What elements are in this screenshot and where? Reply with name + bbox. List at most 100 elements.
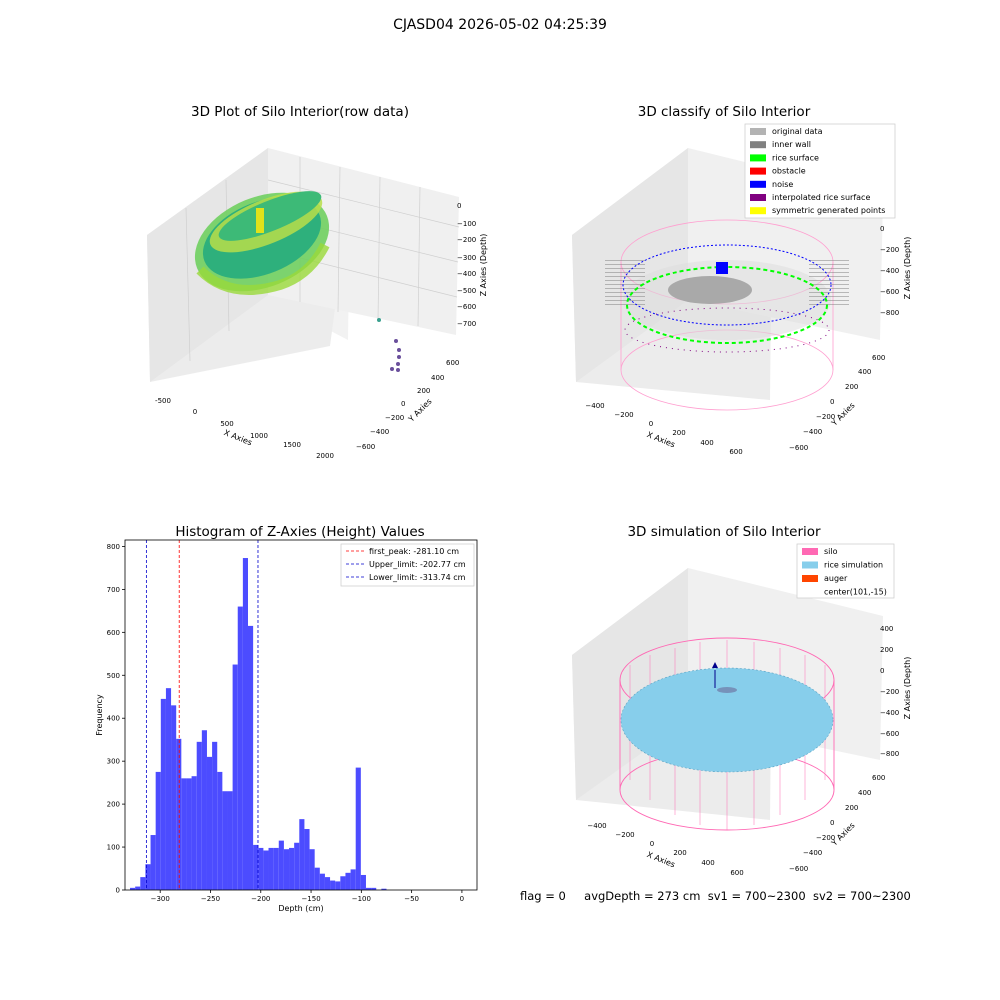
legend-swatch bbox=[750, 180, 766, 188]
histogram-bar bbox=[171, 705, 177, 890]
legend-label: obstacle bbox=[772, 167, 806, 176]
histogram-bar bbox=[191, 776, 197, 890]
x-tick-label: −300 bbox=[151, 895, 170, 903]
histogram-bar bbox=[273, 847, 279, 890]
y-tick-label: 0 bbox=[116, 887, 120, 895]
z-tick: −100 bbox=[457, 220, 476, 228]
y-tick: 200 bbox=[845, 804, 858, 812]
y-tick: −600 bbox=[356, 443, 375, 451]
histogram-bar bbox=[237, 606, 243, 890]
histogram-bar bbox=[324, 877, 331, 890]
x-tick: 200 bbox=[673, 849, 686, 857]
histogram-bar bbox=[258, 847, 264, 890]
z-tick: −500 bbox=[457, 287, 476, 295]
y-tick-label: 800 bbox=[107, 543, 120, 551]
z-tick: −300 bbox=[457, 254, 476, 262]
y-tick: −200 bbox=[385, 414, 404, 422]
histogram-bar bbox=[196, 741, 202, 890]
histogram-bar bbox=[155, 771, 161, 890]
z-tick: 200 bbox=[880, 646, 893, 654]
legend-label: Upper_limit: -202.77 cm bbox=[369, 560, 466, 569]
x-tick: -500 bbox=[155, 397, 171, 405]
histogram-bar bbox=[186, 778, 192, 890]
x-tick-label: −50 bbox=[404, 895, 419, 903]
histogram-bar bbox=[176, 738, 182, 890]
y-tick: 400 bbox=[431, 374, 444, 382]
legend-classify: original data inner wall rice surface obsta… bbox=[744, 123, 896, 219]
histogram-bar bbox=[181, 778, 187, 890]
histogram-bar bbox=[232, 664, 238, 890]
histogram-bar bbox=[304, 829, 310, 890]
y-tick-label: 600 bbox=[107, 629, 120, 637]
x-axis-label: Depth (cm) bbox=[278, 904, 323, 913]
y-tick-label: 500 bbox=[107, 672, 120, 680]
histogram-bar bbox=[263, 850, 269, 890]
histogram-bar bbox=[253, 844, 259, 890]
flag-text: flag = 0 bbox=[520, 889, 566, 903]
legend-swatch bbox=[750, 194, 766, 201]
x-tick: 200 bbox=[672, 429, 685, 437]
x-ticks: −300 −250 −200 −150 −100 −50 0 bbox=[151, 890, 464, 903]
histogram-bar bbox=[294, 842, 300, 890]
z-tick: 0 bbox=[457, 202, 461, 210]
histogram-bars bbox=[130, 558, 387, 890]
histogram-bar bbox=[140, 877, 146, 890]
y-tick: 600 bbox=[872, 774, 885, 782]
y-tick: −400 bbox=[803, 428, 822, 436]
y-tick-labels: 600 400 200 0 −200 −400 −600 bbox=[789, 354, 885, 452]
z-axis-label: Z Axies (Depth) bbox=[903, 237, 912, 300]
y-tick: 0 bbox=[830, 819, 834, 827]
legend-swatch bbox=[750, 167, 766, 175]
y-tick: −400 bbox=[803, 849, 822, 857]
y-tick: −600 bbox=[789, 865, 808, 873]
z-tick: −400 bbox=[457, 270, 476, 278]
histogram-bar bbox=[350, 869, 356, 890]
z-tick: −600 bbox=[457, 303, 476, 311]
legend-label: auger bbox=[824, 574, 848, 583]
histogram-bar bbox=[355, 767, 361, 890]
panel-title-raw: 3D Plot of Silo Interior(row data) bbox=[191, 104, 409, 120]
x-tick: 400 bbox=[700, 439, 713, 447]
legend-swatch bbox=[802, 548, 818, 555]
x-tick: 2000 bbox=[316, 452, 334, 460]
y-tick: 0 bbox=[401, 400, 405, 408]
histogram-bar bbox=[247, 625, 254, 890]
histogram-bar bbox=[314, 867, 320, 890]
x-tick: 0 bbox=[649, 420, 653, 428]
legend-swatch bbox=[750, 141, 766, 149]
x-tick-label: −100 bbox=[352, 895, 371, 903]
z-tick: 400 bbox=[880, 625, 893, 633]
histogram-bar bbox=[227, 791, 233, 890]
legend-swatch bbox=[750, 154, 766, 162]
sv1-text: sv1 = 700~2300 bbox=[707, 889, 806, 903]
legend-label: Lower_limit: -313.74 cm bbox=[369, 573, 466, 582]
histogram-bar bbox=[289, 847, 295, 890]
legend-histogram: first_peak: -281.10 cm Upper_limit: -202.… bbox=[340, 543, 475, 587]
legend-label: inner wall bbox=[772, 140, 811, 149]
y-tick-label: 700 bbox=[107, 586, 120, 594]
x-tick: −200 bbox=[615, 831, 634, 839]
z-tick: −400 bbox=[880, 267, 899, 275]
z-tick: −700 bbox=[457, 320, 476, 328]
status-footer: flag = 0 avgDepth = 273 cm sv1 = 700~230… bbox=[520, 889, 911, 903]
classified-point-cloud bbox=[605, 219, 849, 411]
legend-swatch bbox=[802, 561, 818, 569]
z-tick: −600 bbox=[880, 288, 899, 296]
panel-title-simulation: 3D simulation of Silo Interior bbox=[627, 524, 821, 540]
x-tick: 500 bbox=[220, 420, 233, 428]
histogram-bar bbox=[165, 688, 172, 890]
histogram-bar bbox=[299, 819, 305, 890]
y-tick: −200 bbox=[816, 834, 835, 842]
histogram-bar bbox=[160, 698, 166, 890]
legend-label: rice surface bbox=[772, 153, 819, 162]
y-tick: 600 bbox=[446, 359, 459, 367]
z-tick: −600 bbox=[880, 730, 899, 738]
histogram-bar bbox=[319, 873, 325, 890]
histogram-bar bbox=[268, 847, 274, 890]
y-tick: 200 bbox=[417, 387, 430, 395]
y-tick: 0 bbox=[830, 398, 834, 406]
z-tick-labels: 400 200 0 −200 −400 −600 −800 bbox=[880, 625, 899, 758]
x-tick-label: −150 bbox=[301, 895, 320, 903]
x-tick: 600 bbox=[729, 448, 742, 456]
y-tick: −200 bbox=[816, 413, 835, 421]
